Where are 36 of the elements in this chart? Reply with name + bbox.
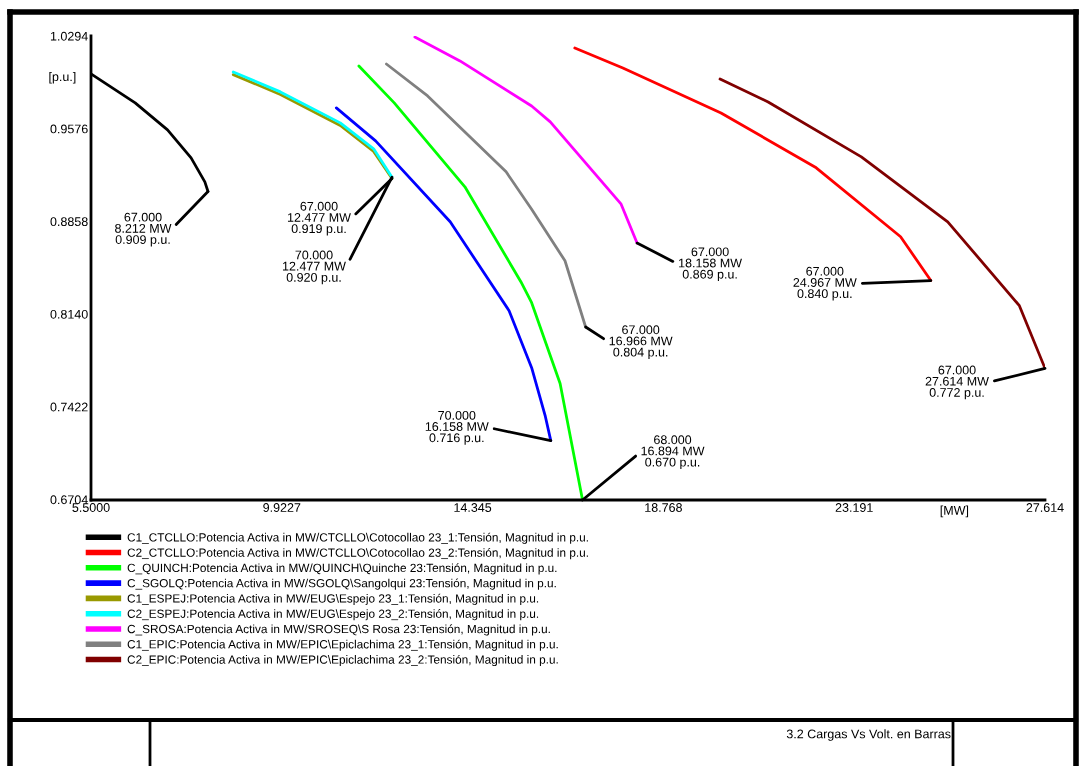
- annotation: 67.000 24.967 MW 0.840 p.u.: [793, 266, 857, 301]
- x-tick-label: 5.5000: [72, 503, 110, 512]
- x-tick-label: 9.9227: [263, 503, 301, 512]
- annotation: 70.000 16.158 MW 0.716 p.u.: [425, 410, 489, 445]
- text: 3.2 Cargas Vs Volt. en Barras: [786, 729, 951, 741]
- annotation: 67.000 16.966 MW 0.804 p.u.: [609, 325, 673, 360]
- x-axis-title: [MW]: [940, 505, 969, 518]
- x-tick-label: 18.768: [645, 503, 682, 512]
- y-tick-label: 0.6704: [50, 495, 88, 505]
- legend-label: C_SGOLQ:Potencia Activa in MW/SGOLQ\Sangolqui 23:Tensión, Magnitud in p.u.: [127, 578, 556, 590]
- legend-label: C1_ESPEJ:Potencia Activa in MW/EUG\Espejo 23_1:Tensión, Magnitud in p.u.: [127, 593, 539, 605]
- line-series: [357, 64, 584, 500]
- y-tick-label: 0.9576: [50, 124, 88, 134]
- y-axis-title: [p.u.]: [49, 71, 76, 84]
- x-tick-label: 23.191: [835, 503, 873, 512]
- legend-label: C1_EPIC:Potencia Activa in MW/EPIC\Epiclachima 23_1:Tensión, Magnitud in p.u.: [127, 639, 558, 651]
- annotation: 67.000 8.212 MW 0.909 p.u.: [115, 212, 172, 247]
- annotation: 70.000 12.477 MW 0.920 p.u.: [282, 250, 346, 285]
- x-tick-label: 14.345: [454, 503, 492, 512]
- line-series: [384, 62, 588, 329]
- legend-label: C2_ESPEJ:Potencia Activa in MW/EUG\Espejo 23_2:Tensión, Magnitud in p.u.: [127, 609, 539, 621]
- annotation: 67.000 18.158 MW 0.869 p.u.: [679, 247, 742, 282]
- annotation: 67.000 12.477 MW 0.919 p.u.: [287, 201, 351, 236]
- y-tick-label: 0.8140: [50, 309, 88, 319]
- annotation: 68.000 16.894 MW 0.670 p.u.: [641, 435, 705, 470]
- legend-label: C_SROSA:Potencia Activa in MW/SROSEQ\S Rosa 23:Tensión, Magnitud in p.u.: [127, 624, 550, 636]
- annotation: 67.000 27.614 MW 0.772 p.u.: [925, 365, 989, 400]
- y-tick-label: 1.0294: [50, 31, 88, 41]
- legend-label: C_QUINCH:Potencia Activa in MW/QUINCH\Quinche 23:Tensión, Magnitud in p.u.: [127, 563, 557, 575]
- legend-label: C2_CTCLLO:Potencia Activa in MW/CTCLLO\Cotocollao 23_2:Tensión, Magnitud in p.u.: [127, 548, 588, 560]
- legend-label: C2_EPIC:Potencia Activa in MW/EPIC\Epiclachima 23_2:Tensión, Magnitud in p.u.: [127, 654, 558, 667]
- y-tick-label: 0.7422: [50, 402, 88, 412]
- x-tick-label: 27.614: [1026, 503, 1064, 512]
- legend-label: C1_CTCLLO:Potencia Activa in MW/CTCLLO\Cotocollao 23_1:Tensión, Magnitud in p.u.: [127, 532, 588, 544]
- y-tick-label: 0.8858: [50, 217, 88, 227]
- line-series: [413, 36, 639, 245]
